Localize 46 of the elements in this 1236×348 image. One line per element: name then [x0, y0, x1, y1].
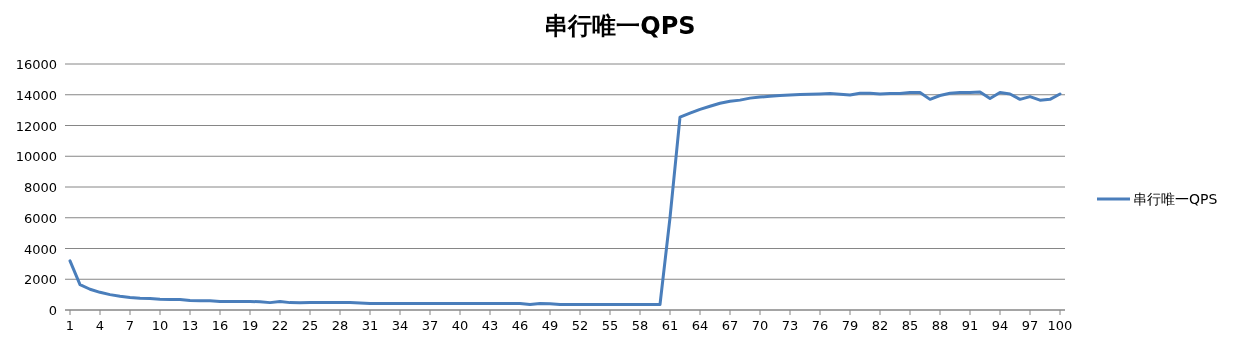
x-tick-label: 10 [151, 318, 169, 333]
x-tick-label: 79 [841, 318, 859, 333]
x-tick-label: 19 [241, 318, 259, 333]
x-tick-label: 82 [871, 318, 889, 333]
x-tick-label: 1 [65, 318, 75, 333]
y-tick-label: 16000 [15, 57, 57, 72]
y-tick-label: 2000 [23, 272, 57, 288]
legend-label: 串行唯一QPS [1133, 191, 1218, 207]
x-tick-label: 76 [811, 318, 829, 333]
x-tick-label: 55 [601, 318, 619, 333]
x-tick-label: 97 [1021, 318, 1039, 333]
x-tick-label: 85 [901, 318, 919, 333]
x-tick-label: 31 [361, 318, 379, 333]
x-tick-label: 91 [961, 318, 979, 333]
y-tick-label: 12000 [15, 118, 57, 134]
legend: 串行唯一QPS [1097, 191, 1218, 207]
x-tick-label: 70 [751, 318, 769, 333]
x-tick-label: 49 [541, 318, 559, 333]
x-tick-label: 25 [301, 318, 319, 333]
x-tick-label: 34 [391, 318, 409, 333]
y-tick-label: 8000 [23, 180, 57, 195]
x-tick-label: 28 [331, 318, 349, 333]
x-tick-label: 43 [481, 318, 499, 333]
x-tick-label: 4 [95, 318, 105, 333]
y-tick-label: 14000 [15, 87, 57, 103]
chart-title: 串行唯一QPS [544, 12, 696, 40]
x-tick-label: 37 [421, 318, 439, 333]
x-tick-label: 64 [691, 318, 709, 333]
y-tick-label: 10000 [15, 149, 57, 165]
x-tick-label: 58 [631, 318, 649, 333]
x-tick-label: 13 [181, 318, 199, 333]
x-tick-label: 67 [721, 318, 739, 333]
y-tick-label: 6000 [23, 210, 57, 226]
x-tick-label: 46 [511, 318, 529, 333]
x-tick-label: 22 [271, 318, 289, 333]
x-tick-label: 61 [661, 318, 679, 333]
x-tick-label: 16 [211, 318, 229, 333]
x-tick-label: 94 [991, 318, 1009, 333]
y-tick-label: 4000 [23, 241, 57, 257]
x-tick-label: 73 [781, 318, 799, 333]
x-tick-label: 7 [125, 318, 135, 333]
y-tick-label: 0 [48, 303, 57, 318]
x-tick-label: 52 [571, 318, 589, 333]
x-tick-label: 100 [1047, 318, 1073, 333]
x-tick-label: 40 [451, 318, 469, 333]
x-tick-label: 88 [931, 318, 949, 333]
